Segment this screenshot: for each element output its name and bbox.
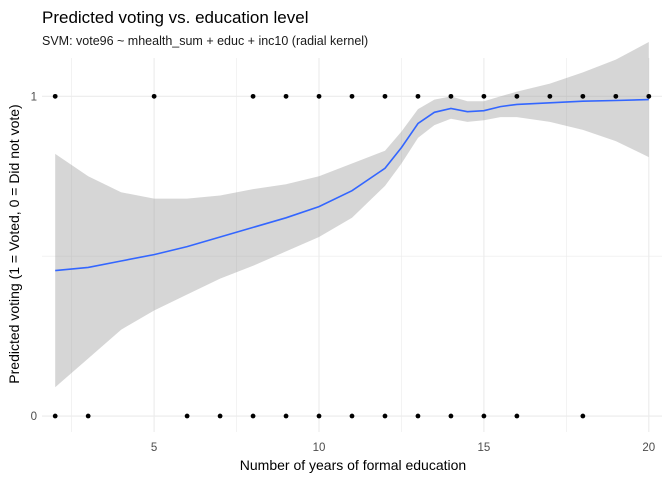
data-point xyxy=(52,413,58,419)
data-points xyxy=(52,93,652,419)
x-tick-label: 10 xyxy=(313,442,326,454)
data-point xyxy=(283,413,289,419)
data-point xyxy=(151,93,157,99)
chart-subtitle: SVM: vote96 ~ mhealth_sum + educ + inc10… xyxy=(42,34,368,48)
data-point xyxy=(52,93,58,99)
y-tick-label: 1 xyxy=(31,91,37,103)
data-point xyxy=(481,413,487,419)
data-point xyxy=(514,413,520,419)
x-tick-label: 15 xyxy=(478,442,491,454)
data-point xyxy=(217,413,223,419)
data-point xyxy=(415,93,421,99)
data-point xyxy=(580,93,586,99)
x-axis-ticks: 5 10 15 20 xyxy=(151,442,655,454)
data-point xyxy=(646,93,652,99)
data-point xyxy=(514,93,520,99)
y-axis-ticks: 01 xyxy=(31,91,37,423)
data-point xyxy=(349,413,355,419)
data-point xyxy=(316,413,322,419)
data-point xyxy=(448,413,454,419)
data-point xyxy=(283,93,289,99)
x-tick-label: 5 xyxy=(151,442,157,454)
x-tick-label: 20 xyxy=(642,442,655,454)
confidence-band xyxy=(55,42,649,388)
smooth-line-layer xyxy=(55,98,649,272)
data-point xyxy=(349,93,355,99)
data-point xyxy=(448,93,454,99)
data-point xyxy=(250,413,256,419)
data-point xyxy=(382,413,388,419)
data-point xyxy=(580,413,586,419)
grid-lines xyxy=(42,58,662,432)
data-point xyxy=(547,93,553,99)
chart-title: Predicted voting vs. education level xyxy=(42,8,309,27)
data-point xyxy=(613,93,619,99)
data-point xyxy=(415,413,421,419)
confidence-band-layer xyxy=(55,42,649,388)
x-axis-title: Number of years of formal education xyxy=(240,457,466,473)
data-point xyxy=(184,413,190,419)
smooth-line xyxy=(55,98,649,272)
data-point xyxy=(481,93,487,99)
data-point xyxy=(382,93,388,99)
data-point xyxy=(85,413,91,419)
data-point xyxy=(250,93,256,99)
y-axis-title: Predicted voting (1 = Voted, 0 = Did not… xyxy=(6,104,22,383)
data-point xyxy=(316,93,322,99)
y-tick-label: 0 xyxy=(31,411,37,423)
